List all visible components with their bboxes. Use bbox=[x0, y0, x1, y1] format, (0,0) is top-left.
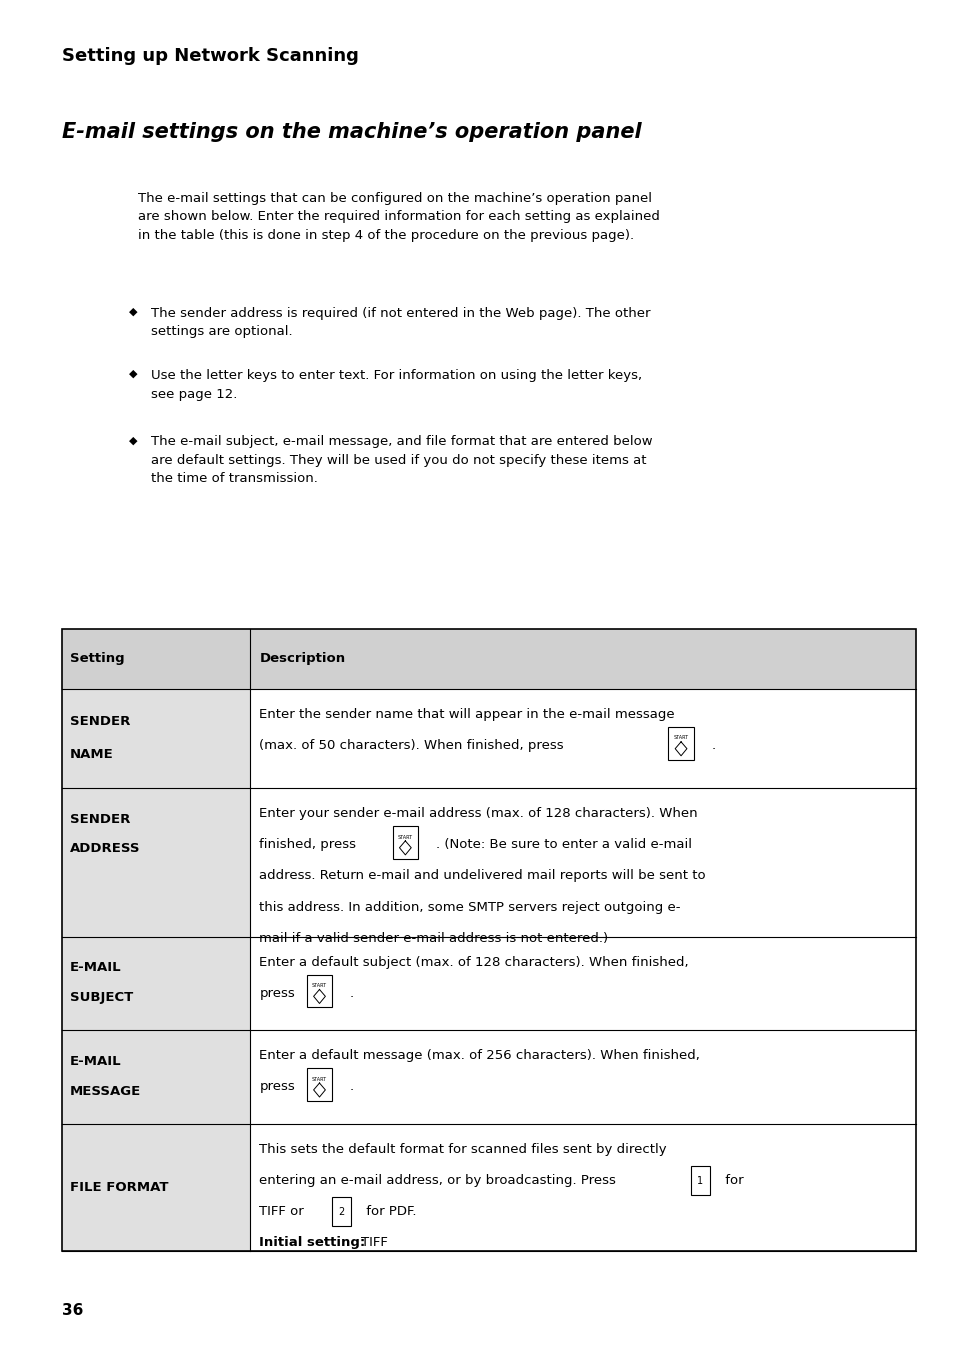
Text: E-mail settings on the machine’s operation panel: E-mail settings on the machine’s operati… bbox=[62, 122, 641, 142]
Text: 2: 2 bbox=[338, 1207, 344, 1217]
Text: 1: 1 bbox=[697, 1176, 702, 1186]
FancyBboxPatch shape bbox=[307, 1068, 332, 1101]
Text: .: . bbox=[711, 740, 715, 752]
Text: .: . bbox=[350, 987, 354, 1000]
Text: Enter a default subject (max. of 128 characters). When finished,: Enter a default subject (max. of 128 cha… bbox=[259, 956, 688, 969]
FancyBboxPatch shape bbox=[690, 1167, 709, 1195]
FancyBboxPatch shape bbox=[332, 1198, 351, 1226]
Text: Enter a default message (max. of 256 characters). When finished,: Enter a default message (max. of 256 cha… bbox=[259, 1049, 700, 1063]
Text: SENDER: SENDER bbox=[70, 813, 130, 826]
Text: Use the letter keys to enter text. For information on using the letter keys,
see: Use the letter keys to enter text. For i… bbox=[151, 369, 641, 400]
Text: E-MAIL: E-MAIL bbox=[70, 961, 121, 975]
Text: finished, press: finished, press bbox=[259, 838, 356, 852]
Text: Initial setting:: Initial setting: bbox=[259, 1236, 365, 1249]
Text: This sets the default format for scanned files sent by directly: This sets the default format for scanned… bbox=[259, 1142, 666, 1156]
FancyBboxPatch shape bbox=[668, 727, 693, 760]
Text: press: press bbox=[259, 1080, 294, 1094]
Text: MESSAGE: MESSAGE bbox=[70, 1084, 141, 1098]
Text: START: START bbox=[312, 983, 327, 988]
Text: ◆: ◆ bbox=[129, 435, 137, 445]
Text: Enter the sender name that will appear in the e-mail message: Enter the sender name that will appear i… bbox=[259, 708, 675, 721]
Text: press: press bbox=[259, 987, 294, 1000]
Text: SUBJECT: SUBJECT bbox=[70, 991, 132, 1005]
Text: for PDF.: for PDF. bbox=[362, 1205, 416, 1218]
Bar bbox=[62, 937, 250, 1030]
Text: FILE FORMAT: FILE FORMAT bbox=[70, 1180, 168, 1194]
Text: NAME: NAME bbox=[70, 749, 113, 761]
Text: Description: Description bbox=[259, 653, 345, 665]
FancyBboxPatch shape bbox=[307, 975, 332, 1007]
Text: START: START bbox=[312, 1076, 327, 1082]
Bar bbox=[62, 1124, 250, 1251]
Text: E-MAIL: E-MAIL bbox=[70, 1055, 121, 1068]
Text: mail if a valid sender e-mail address is not entered.): mail if a valid sender e-mail address is… bbox=[259, 932, 608, 945]
Text: START: START bbox=[397, 834, 413, 840]
Text: TIFF or: TIFF or bbox=[259, 1205, 304, 1218]
FancyBboxPatch shape bbox=[393, 826, 417, 859]
Bar bbox=[62, 690, 250, 788]
Text: .: . bbox=[350, 1080, 354, 1094]
Text: . (Note: Be sure to enter a valid e-mail: . (Note: Be sure to enter a valid e-mail bbox=[436, 838, 691, 852]
Text: ◆: ◆ bbox=[129, 369, 137, 379]
Text: Enter your sender e-mail address (max. of 128 characters). When: Enter your sender e-mail address (max. o… bbox=[259, 807, 698, 821]
Text: for: for bbox=[720, 1174, 743, 1187]
Bar bbox=[62, 629, 915, 1251]
Bar bbox=[62, 629, 915, 690]
Text: The e-mail subject, e-mail message, and file format that are entered below
are d: The e-mail subject, e-mail message, and … bbox=[151, 435, 652, 485]
Text: Setting: Setting bbox=[70, 653, 124, 665]
Text: The e-mail settings that can be configured on the machine’s operation panel
are : The e-mail settings that can be configur… bbox=[138, 192, 659, 242]
Text: address. Return e-mail and undelivered mail reports will be sent to: address. Return e-mail and undelivered m… bbox=[259, 869, 705, 883]
Text: ◆: ◆ bbox=[129, 307, 137, 316]
Text: SENDER: SENDER bbox=[70, 715, 130, 727]
Bar bbox=[62, 1030, 250, 1124]
Text: START: START bbox=[673, 735, 688, 741]
Text: (max. of 50 characters). When finished, press: (max. of 50 characters). When finished, … bbox=[259, 740, 563, 752]
Text: entering an e-mail address, or by broadcasting. Press: entering an e-mail address, or by broadc… bbox=[259, 1174, 616, 1187]
Text: ADDRESS: ADDRESS bbox=[70, 842, 140, 856]
Text: Setting up Network Scanning: Setting up Network Scanning bbox=[62, 47, 358, 65]
Text: 36: 36 bbox=[62, 1303, 83, 1318]
Text: The sender address is required (if not entered in the Web page). The other
setti: The sender address is required (if not e… bbox=[151, 307, 650, 338]
Text: this address. In addition, some SMTP servers reject outgoing e-: this address. In addition, some SMTP ser… bbox=[259, 900, 680, 914]
Bar bbox=[62, 788, 250, 937]
Text: TIFF: TIFF bbox=[360, 1236, 387, 1249]
